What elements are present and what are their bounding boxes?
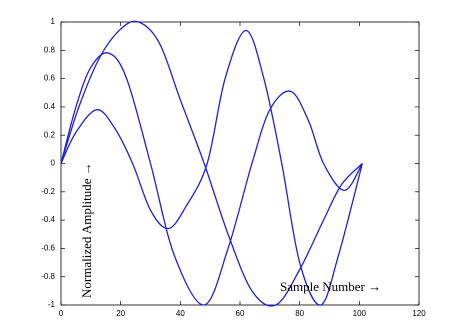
x-tick-label: 60 [236, 309, 245, 318]
x-tick-label: 0 [59, 309, 64, 318]
y-tick-label: -0.2 [41, 187, 55, 196]
x-axis-label: Sample Number → [280, 279, 381, 294]
line-series [60, 52, 363, 306]
y-tick-label: 0 [51, 159, 56, 168]
y-tick-label: 0.2 [44, 130, 56, 139]
x-tick-label: 20 [116, 309, 125, 318]
y-tick-label: -0.4 [41, 215, 55, 224]
y-axis-label: Normalized Amplitude → [79, 162, 94, 298]
x-tick-label: 100 [353, 309, 367, 318]
x-tick-label: 80 [295, 309, 304, 318]
x-tick-label: 40 [176, 309, 185, 318]
y-tick-label: 1 [51, 17, 56, 26]
line-series [60, 20, 363, 307]
plot-frame [60, 21, 420, 306]
y-tick-label: -0.8 [41, 272, 55, 281]
y-tick-label: 0.4 [44, 102, 56, 111]
line-series [60, 29, 363, 306]
y-tick-label: 0.6 [44, 74, 56, 83]
x-tick-label: 120 [412, 309, 426, 318]
y-tick-label: 0.8 [44, 45, 56, 54]
y-tick-label: -1 [48, 300, 56, 309]
y-tick-label: -0.6 [41, 244, 55, 253]
